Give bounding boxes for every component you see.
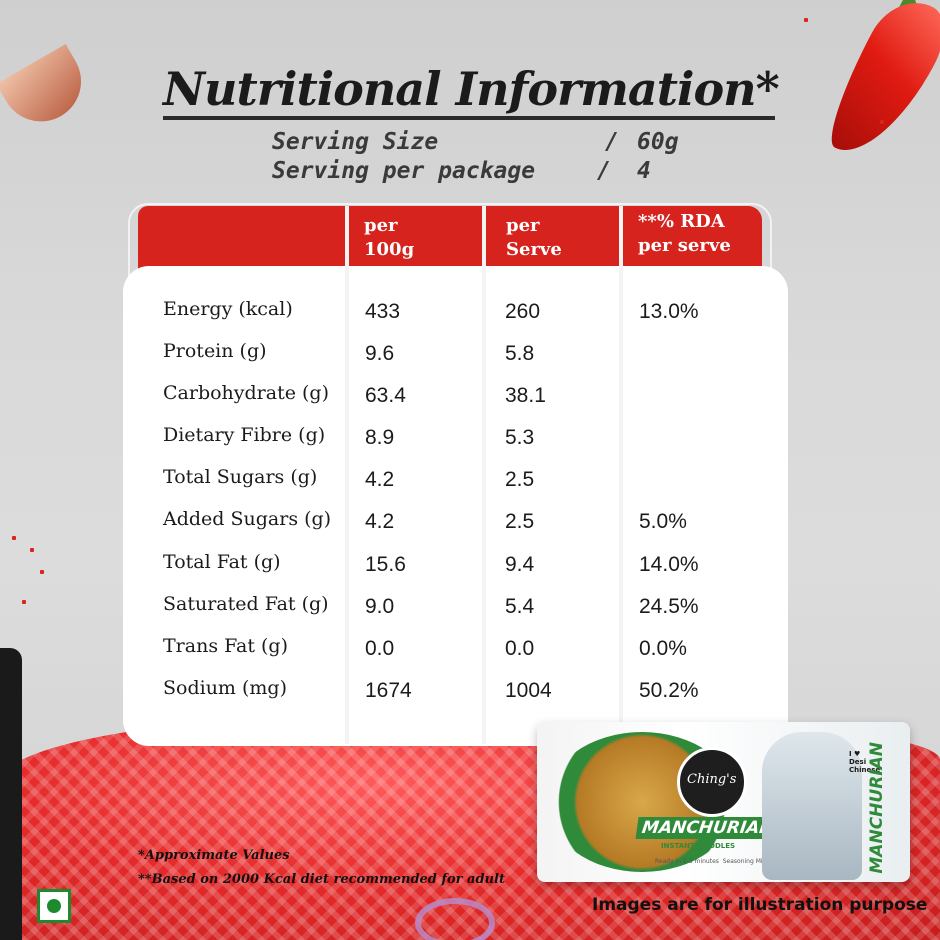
value-per-serve: 2.5	[505, 510, 535, 533]
column-divider	[619, 206, 623, 744]
page-title: Nutritional Information*	[163, 62, 780, 116]
serving-size-separator: /	[605, 129, 619, 155]
ambassador-figure	[762, 732, 862, 880]
value-per-100g: 8.9	[365, 426, 395, 449]
value-per-100g: 0.0	[365, 637, 395, 660]
brand-logo	[677, 747, 747, 817]
value-per-100g: 4.2	[365, 468, 395, 491]
product-subtitle: INSTANT NOODLES	[661, 842, 736, 850]
onion-ring-decoration	[415, 898, 495, 940]
footnote-rda-basis: **Based on 2000 Kcal diet recommended fo…	[138, 872, 505, 887]
value-per-serve: 260	[505, 300, 541, 323]
package-tag: Seasoning Mix Inside	[722, 858, 786, 865]
value-rda: 14.0%	[639, 553, 699, 576]
value-rda: 5.0%	[639, 510, 687, 533]
table-header-bar	[138, 206, 762, 276]
header-per-100g: per 100g	[364, 214, 414, 262]
value-per-100g: 433	[365, 300, 401, 323]
chili-fleck	[22, 600, 26, 604]
value-per-serve: 0.0	[505, 637, 535, 660]
header-rda: **% RDA per serve	[638, 210, 731, 258]
row-label: Added Sugars (g)	[163, 508, 332, 530]
value-per-100g: 4.2	[365, 510, 395, 533]
row-label: Trans Fat (g)	[163, 635, 288, 657]
product-name: MANCHURIAN	[635, 817, 781, 839]
package-tag: Ready in 2-3 minutes	[655, 858, 719, 865]
row-label: Total Fat (g)	[163, 551, 281, 573]
header-line: per	[506, 215, 540, 236]
value-per-100g: 63.4	[365, 384, 406, 407]
value-per-100g: 9.0	[365, 595, 395, 618]
header-line: per serve	[638, 235, 731, 256]
row-label: Total Sugars (g)	[163, 466, 318, 488]
value-rda: 24.5%	[639, 595, 699, 618]
header-line: 100g	[364, 239, 415, 260]
dark-corner-decoration	[0, 648, 22, 940]
serving-size-value: 60g	[637, 129, 679, 155]
serving-per-package-separator: /	[597, 158, 611, 184]
package-tags: Ready in 2-3 minutes Seasoning Mix Insid…	[655, 858, 786, 865]
desi-chinese-badge: I ♥ Desi Chinese	[849, 750, 881, 774]
footnote-approximate: *Approximate Values	[138, 848, 290, 863]
row-label: Sodium (mg)	[163, 677, 287, 699]
chili-fleck	[804, 18, 808, 22]
chili-fleck	[880, 120, 884, 124]
product-package-image: Ching's MANCHURIAN INSTANT NOODLES Ready…	[537, 722, 910, 882]
header-line: **% RDA	[638, 211, 725, 232]
veg-symbol-icon	[37, 889, 71, 923]
value-per-serve: 38.1	[505, 384, 546, 407]
header-line: Serve	[506, 239, 562, 260]
chili-fleck	[12, 536, 16, 540]
veg-dot	[47, 899, 61, 913]
header-per-serve: per Serve	[506, 214, 562, 262]
row-label: Energy (kcal)	[163, 298, 293, 320]
serving-size-label: Serving Size	[272, 129, 439, 155]
value-per-100g: 1674	[365, 679, 412, 702]
column-divider	[345, 206, 349, 744]
value-per-serve: 9.4	[505, 553, 535, 576]
header-line: per	[364, 215, 398, 236]
title-underline	[163, 116, 775, 120]
serving-per-package-value: 4	[637, 158, 651, 184]
value-per-serve: 5.3	[505, 426, 535, 449]
table-body	[123, 266, 788, 746]
value-per-100g: 9.6	[365, 342, 395, 365]
shallot-decoration	[0, 44, 96, 136]
chili-fleck	[40, 570, 44, 574]
column-divider	[482, 206, 486, 744]
value-per-100g: 15.6	[365, 553, 406, 576]
serving-per-package-label: Serving per package	[272, 158, 536, 184]
row-label: Carbohydrate (g)	[163, 382, 329, 404]
value-per-serve: 5.8	[505, 342, 535, 365]
value-rda: 50.2%	[639, 679, 699, 702]
value-rda: 0.0%	[639, 637, 687, 660]
row-label: Protein (g)	[163, 340, 267, 362]
value-per-serve: 5.4	[505, 595, 535, 618]
chili-fleck	[30, 548, 34, 552]
row-label: Dietary Fibre (g)	[163, 424, 326, 446]
package-vertical-title: MANCHURIAN	[867, 742, 887, 874]
red-chili-decoration	[816, 0, 940, 171]
value-per-serve: 2.5	[505, 468, 535, 491]
value-rda: 13.0%	[639, 300, 699, 323]
brand-name: Ching's	[687, 772, 737, 787]
row-label: Saturated Fat (g)	[163, 593, 329, 615]
value-per-serve: 1004	[505, 679, 552, 702]
illustration-disclaimer: Images are for illustration purpose	[592, 895, 928, 915]
